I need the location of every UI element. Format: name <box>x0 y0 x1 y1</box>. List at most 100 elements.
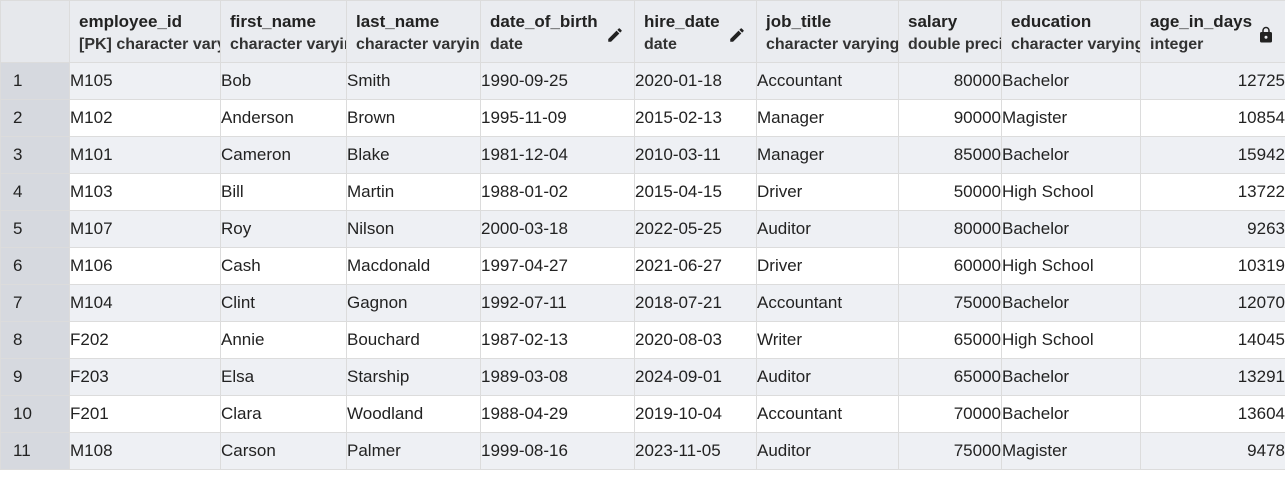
cell-first-name[interactable]: Roy <box>220 210 347 248</box>
cell-hire-date[interactable]: 2019-10-04 <box>634 395 757 433</box>
row-number[interactable]: 11 <box>0 432 70 470</box>
cell-job-title[interactable]: Driver <box>756 247 899 285</box>
cell-hire-date[interactable]: 2021-06-27 <box>634 247 757 285</box>
cell-employee-id[interactable]: F202 <box>69 321 221 359</box>
cell-education[interactable]: Magister <box>1001 432 1141 470</box>
table-row[interactable]: 6 M106 Cash Macdonald 1997-04-27 2021-06-27 Dr… <box>0 247 1285 285</box>
table-row[interactable]: 3 M101 Cameron Blake 1981-12-04 2010-03-11 Man… <box>0 136 1285 174</box>
cell-first-name[interactable]: Cameron <box>220 136 347 174</box>
cell-first-name[interactable]: Clara <box>220 395 347 433</box>
table-row[interactable]: 11 M108 Carson Palmer 1999-08-16 2023-11-05 Au… <box>0 432 1285 470</box>
cell-employee-id[interactable]: M108 <box>69 432 221 470</box>
row-number[interactable]: 8 <box>0 321 70 359</box>
cell-date-of-birth[interactable]: 2000-03-18 <box>480 210 635 248</box>
pencil-icon[interactable] <box>606 26 624 44</box>
row-number[interactable]: 3 <box>0 136 70 174</box>
column-header-hire-date[interactable]: hire_date date <box>634 0 757 63</box>
cell-job-title[interactable]: Auditor <box>756 432 899 470</box>
cell-education[interactable]: Bachelor <box>1001 358 1141 396</box>
cell-last-name[interactable]: Smith <box>346 62 481 100</box>
cell-employee-id[interactable]: F201 <box>69 395 221 433</box>
cell-first-name[interactable]: Bill <box>220 173 347 211</box>
cell-age-in-days[interactable]: 13604 <box>1140 395 1285 433</box>
column-header-age-in-days[interactable]: age_in_days integer <box>1140 0 1285 63</box>
cell-last-name[interactable]: Palmer <box>346 432 481 470</box>
row-number[interactable]: 6 <box>0 247 70 285</box>
cell-job-title[interactable]: Accountant <box>756 62 899 100</box>
cell-date-of-birth[interactable]: 1990-09-25 <box>480 62 635 100</box>
cell-last-name[interactable]: Blake <box>346 136 481 174</box>
cell-job-title[interactable]: Accountant <box>756 395 899 433</box>
cell-first-name[interactable]: Cash <box>220 247 347 285</box>
cell-hire-date[interactable]: 2010-03-11 <box>634 136 757 174</box>
cell-job-title[interactable]: Writer <box>756 321 899 359</box>
cell-education[interactable]: Magister <box>1001 99 1141 137</box>
cell-date-of-birth[interactable]: 1987-02-13 <box>480 321 635 359</box>
cell-education[interactable]: Bachelor <box>1001 62 1141 100</box>
cell-job-title[interactable]: Manager <box>756 99 899 137</box>
row-number[interactable]: 5 <box>0 210 70 248</box>
cell-last-name[interactable]: Martin <box>346 173 481 211</box>
cell-hire-date[interactable]: 2024-09-01 <box>634 358 757 396</box>
cell-age-in-days[interactable]: 13291 <box>1140 358 1285 396</box>
table-row[interactable]: 8 F202 Annie Bouchard 1987-02-13 2020-08-03 Wr… <box>0 321 1285 359</box>
table-row[interactable]: 1 M105 Bob Smith 1990-09-25 2020-01-18 Account… <box>0 62 1285 100</box>
cell-job-title[interactable]: Driver <box>756 173 899 211</box>
cell-hire-date[interactable]: 2020-08-03 <box>634 321 757 359</box>
cell-salary[interactable]: 65000 <box>898 358 1002 396</box>
cell-hire-date[interactable]: 2018-07-21 <box>634 284 757 322</box>
table-row[interactable]: 10 F201 Clara Woodland 1988-04-29 2019-10-04 A… <box>0 395 1285 433</box>
cell-hire-date[interactable]: 2022-05-25 <box>634 210 757 248</box>
column-header-date-of-birth[interactable]: date_of_birth date <box>480 0 635 63</box>
cell-age-in-days[interactable]: 10854 <box>1140 99 1285 137</box>
cell-hire-date[interactable]: 2023-11-05 <box>634 432 757 470</box>
cell-date-of-birth[interactable]: 1992-07-11 <box>480 284 635 322</box>
row-number[interactable]: 10 <box>0 395 70 433</box>
cell-salary[interactable]: 65000 <box>898 321 1002 359</box>
column-header-last-name[interactable]: last_name character varying <box>346 0 481 63</box>
cell-job-title[interactable]: Manager <box>756 136 899 174</box>
cell-first-name[interactable]: Anderson <box>220 99 347 137</box>
table-row[interactable]: 4 M103 Bill Martin 1988-01-02 2015-04-15 Drive… <box>0 173 1285 211</box>
cell-first-name[interactable]: Annie <box>220 321 347 359</box>
table-row[interactable]: 2 M102 Anderson Brown 1995-11-09 2015-02-13 Ma… <box>0 99 1285 137</box>
cell-age-in-days[interactable]: 9478 <box>1140 432 1285 470</box>
cell-last-name[interactable]: Brown <box>346 99 481 137</box>
cell-salary[interactable]: 80000 <box>898 210 1002 248</box>
cell-last-name[interactable]: Starship <box>346 358 481 396</box>
cell-employee-id[interactable]: M106 <box>69 247 221 285</box>
cell-employee-id[interactable]: F203 <box>69 358 221 396</box>
cell-date-of-birth[interactable]: 1999-08-16 <box>480 432 635 470</box>
cell-last-name[interactable]: Bouchard <box>346 321 481 359</box>
cell-job-title[interactable]: Auditor <box>756 358 899 396</box>
cell-education[interactable]: High School <box>1001 321 1141 359</box>
pencil-icon[interactable] <box>728 26 746 44</box>
cell-last-name[interactable]: Woodland <box>346 395 481 433</box>
row-number[interactable]: 1 <box>0 62 70 100</box>
table-row[interactable]: 5 M107 Roy Nilson 2000-03-18 2022-05-25 Audito… <box>0 210 1285 248</box>
cell-first-name[interactable]: Carson <box>220 432 347 470</box>
column-header-employee-id[interactable]: employee_id [PK] character varying <box>69 0 221 63</box>
cell-hire-date[interactable]: 2015-04-15 <box>634 173 757 211</box>
cell-salary[interactable]: 85000 <box>898 136 1002 174</box>
cell-salary[interactable]: 60000 <box>898 247 1002 285</box>
cell-salary[interactable]: 90000 <box>898 99 1002 137</box>
cell-last-name[interactable]: Macdonald <box>346 247 481 285</box>
cell-employee-id[interactable]: M107 <box>69 210 221 248</box>
cell-salary[interactable]: 75000 <box>898 432 1002 470</box>
cell-date-of-birth[interactable]: 1988-04-29 <box>480 395 635 433</box>
cell-employee-id[interactable]: M101 <box>69 136 221 174</box>
cell-salary[interactable]: 80000 <box>898 62 1002 100</box>
cell-date-of-birth[interactable]: 1995-11-09 <box>480 99 635 137</box>
column-header-job-title[interactable]: job_title character varying <box>756 0 899 63</box>
column-header-first-name[interactable]: first_name character varying <box>220 0 347 63</box>
cell-age-in-days[interactable]: 9263 <box>1140 210 1285 248</box>
cell-last-name[interactable]: Nilson <box>346 210 481 248</box>
cell-employee-id[interactable]: M103 <box>69 173 221 211</box>
cell-education[interactable]: Bachelor <box>1001 136 1141 174</box>
table-row[interactable]: 7 M104 Clint Gagnon 1992-07-11 2018-07-21 Acco… <box>0 284 1285 322</box>
column-header-salary[interactable]: salary double precision <box>898 0 1002 63</box>
cell-salary[interactable]: 70000 <box>898 395 1002 433</box>
select-all-corner[interactable] <box>0 0 70 63</box>
cell-date-of-birth[interactable]: 1981-12-04 <box>480 136 635 174</box>
